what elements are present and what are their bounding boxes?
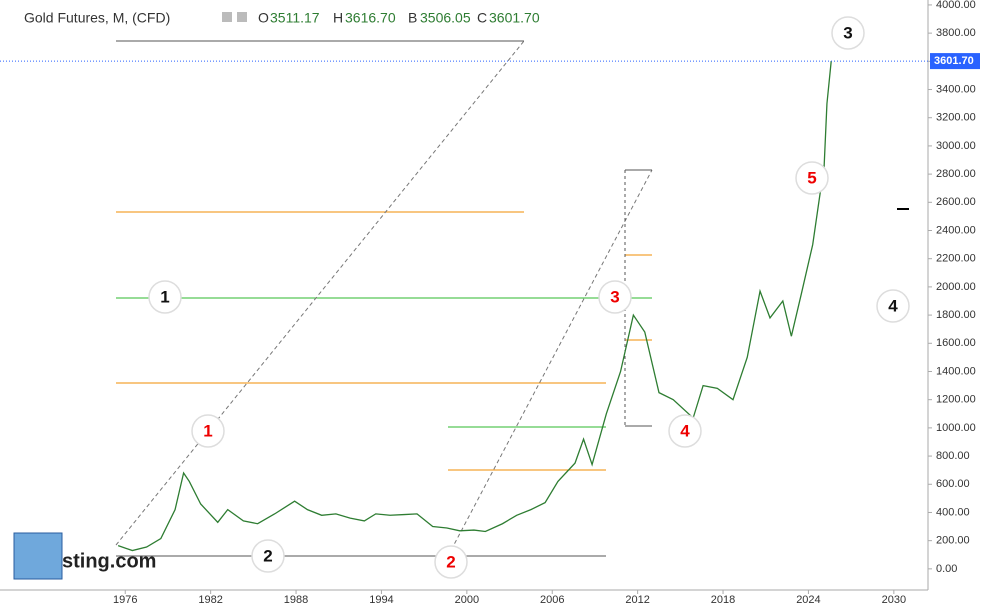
header: Gold Futures, M, (CFD) O 3511.17 H 3616.… <box>24 10 540 26</box>
y-tick-label: 1200.00 <box>936 394 976 406</box>
x-tick-label: 2018 <box>711 594 735 606</box>
y-tick-label: 3000.00 <box>936 140 976 152</box>
watermark: sting.com <box>62 550 156 572</box>
fib-diagonal <box>115 40 525 546</box>
wave-circle <box>831 16 865 50</box>
y-tick-label: 800.00 <box>936 450 970 462</box>
wave-circle <box>191 414 225 448</box>
y-tick-label: 3800.00 <box>936 27 976 39</box>
x-tick-label: 1976 <box>113 594 137 606</box>
ohlc-label: B <box>408 10 417 26</box>
y-tick-label: 2600.00 <box>936 196 976 208</box>
wave-label: 3 <box>610 287 619 306</box>
x-tick-label: 1988 <box>284 594 308 606</box>
price-line <box>117 61 832 552</box>
x-tick-label: 1994 <box>369 594 393 606</box>
y-tick-label: 1800.00 <box>936 309 976 321</box>
last-price-box <box>930 53 980 70</box>
wave-circle <box>148 280 182 314</box>
x-tick-label: 2000 <box>455 594 479 606</box>
ohlc-value: 3506.05 <box>420 10 471 26</box>
wave-label: 5 <box>807 168 816 187</box>
wave-circle <box>795 161 829 195</box>
wave-label: 4 <box>888 296 898 315</box>
y-tick-label: 4000.00 <box>936 0 976 11</box>
wave-label: 3 <box>843 23 852 42</box>
wave-circle <box>668 414 702 448</box>
wave-label: 1 <box>203 421 212 440</box>
ohlc-label: H <box>333 10 343 26</box>
symbol: Gold Futures, M, (CFD) <box>24 10 170 26</box>
wave-circle <box>434 545 468 579</box>
fib-drawings <box>115 40 909 557</box>
last-price-label: 3601.70 <box>934 55 974 67</box>
y-tick-label: 400.00 <box>936 506 970 518</box>
y-tick-label: 0.00 <box>936 563 957 575</box>
icon[interactable] <box>222 12 232 22</box>
wave-label: 2 <box>446 552 455 571</box>
y-tick-label: 1000.00 <box>936 422 976 434</box>
wave-label: 2 <box>263 546 272 565</box>
wave-circle <box>876 289 910 323</box>
x-tick-label: 2006 <box>540 594 564 606</box>
y-tick-label: 2800.00 <box>936 168 976 180</box>
x-tick-label: 2024 <box>796 594 820 606</box>
x-tick-label: 2030 <box>882 594 906 606</box>
ohlc-value: 3601.70 <box>489 10 540 26</box>
ohlc-label: O <box>258 10 269 26</box>
ohlc-label: C <box>477 10 487 26</box>
y-tick-label: 2200.00 <box>936 253 976 265</box>
icon[interactable] <box>237 12 247 22</box>
y-tick-label: 1600.00 <box>936 337 976 349</box>
fib-diagonal <box>447 169 653 557</box>
y-tick-label: 3200.00 <box>936 112 976 124</box>
wave-label: 1 <box>160 287 169 306</box>
ohlc-value: 3616.70 <box>345 10 396 26</box>
y-tick-label: 3400.00 <box>936 83 976 95</box>
wave-circle <box>251 539 285 573</box>
y-tick-label: 1400.00 <box>936 365 976 377</box>
y-tick-label: 2000.00 <box>936 281 976 293</box>
y-tick-label: 200.00 <box>936 535 970 547</box>
wave-circle <box>598 280 632 314</box>
watermark-logo <box>13 532 63 580</box>
x-tick-label: 1982 <box>198 594 222 606</box>
y-tick-label: 600.00 <box>936 478 970 490</box>
y-tick-label: 2400.00 <box>936 224 976 236</box>
x-tick-label: 2012 <box>625 594 649 606</box>
ohlc-value: 3511.17 <box>270 10 320 26</box>
wave-label: 4 <box>680 421 690 440</box>
